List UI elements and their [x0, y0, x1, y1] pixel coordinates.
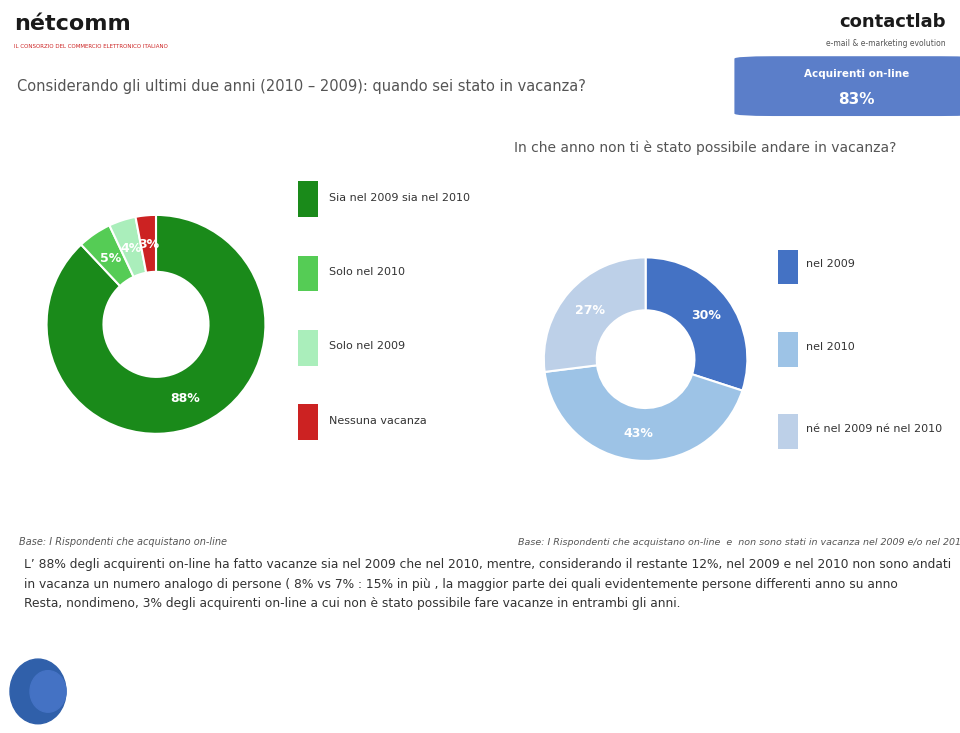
Circle shape — [30, 671, 66, 712]
FancyBboxPatch shape — [298, 182, 319, 217]
Text: Considerando gli ultimi due anni (2010 – 2009): quando sei stato in vacanza?: Considerando gli ultimi due anni (2010 –… — [17, 78, 587, 94]
Text: contactlab: contactlab — [839, 12, 946, 31]
Text: 4%: 4% — [121, 242, 142, 255]
FancyBboxPatch shape — [778, 249, 798, 284]
Text: Solo nel 2009: Solo nel 2009 — [328, 342, 405, 351]
Text: 27%: 27% — [575, 303, 605, 317]
Text: L’ 88% degli acquirenti on-line ha fatto vacanze sia nel 2009 che nel 2010, ment: L’ 88% degli acquirenti on-line ha fatto… — [24, 559, 950, 610]
Text: Base: I Rispondenti che acquistano on-line: Base: I Rispondenti che acquistano on-li… — [19, 537, 228, 548]
Text: In che anno non ti è stato possibile andare in vacanza?: In che anno non ti è stato possibile and… — [514, 141, 896, 155]
Wedge shape — [645, 257, 747, 391]
FancyBboxPatch shape — [734, 56, 960, 116]
FancyBboxPatch shape — [778, 332, 798, 366]
Text: nétcomm: nétcomm — [14, 15, 132, 34]
Text: nel 2010: nel 2010 — [806, 342, 855, 352]
Text: 30%: 30% — [691, 309, 721, 322]
Text: 83%: 83% — [838, 92, 876, 107]
Text: Consumer Behaviour Report 2010: web, viaggi e vacanze: Consumer Behaviour Report 2010: web, via… — [115, 681, 743, 700]
Text: Base: I Rispondenti che acquistano on-line  e  non sono stati in vacanza nel 200: Base: I Rispondenti che acquistano on-li… — [518, 538, 960, 547]
Circle shape — [10, 659, 66, 723]
Text: IL CONSORZIO DEL COMMERCIO ELETTRONICO ITALIANO: IL CONSORZIO DEL COMMERCIO ELETTRONICO I… — [14, 43, 168, 48]
FancyBboxPatch shape — [298, 256, 319, 291]
FancyBboxPatch shape — [298, 330, 319, 366]
Wedge shape — [47, 215, 265, 434]
Text: Acquirenti on-line: Acquirenti on-line — [804, 69, 909, 78]
FancyBboxPatch shape — [298, 404, 319, 440]
Text: 5%: 5% — [101, 251, 122, 265]
Wedge shape — [544, 257, 646, 372]
Wedge shape — [109, 217, 146, 277]
Text: Sia nel 2009 sia nel 2010: Sia nel 2009 sia nel 2010 — [328, 193, 469, 203]
Text: 43%: 43% — [624, 427, 654, 440]
Text: 3%: 3% — [138, 238, 159, 251]
Wedge shape — [544, 365, 742, 461]
Text: Solo nel 2010: Solo nel 2010 — [328, 267, 404, 277]
Text: nel 2009: nel 2009 — [806, 259, 855, 270]
Text: 11: 11 — [924, 681, 945, 699]
Wedge shape — [135, 215, 156, 273]
Wedge shape — [81, 225, 133, 286]
Text: 88%: 88% — [171, 392, 201, 405]
Text: e-mail & e-marketing evolution: e-mail & e-marketing evolution — [826, 39, 946, 48]
Text: Nessuna vacanza: Nessuna vacanza — [328, 416, 426, 426]
FancyBboxPatch shape — [778, 414, 798, 449]
Text: né nel 2009 né nel 2010: né nel 2009 né nel 2010 — [806, 424, 943, 434]
